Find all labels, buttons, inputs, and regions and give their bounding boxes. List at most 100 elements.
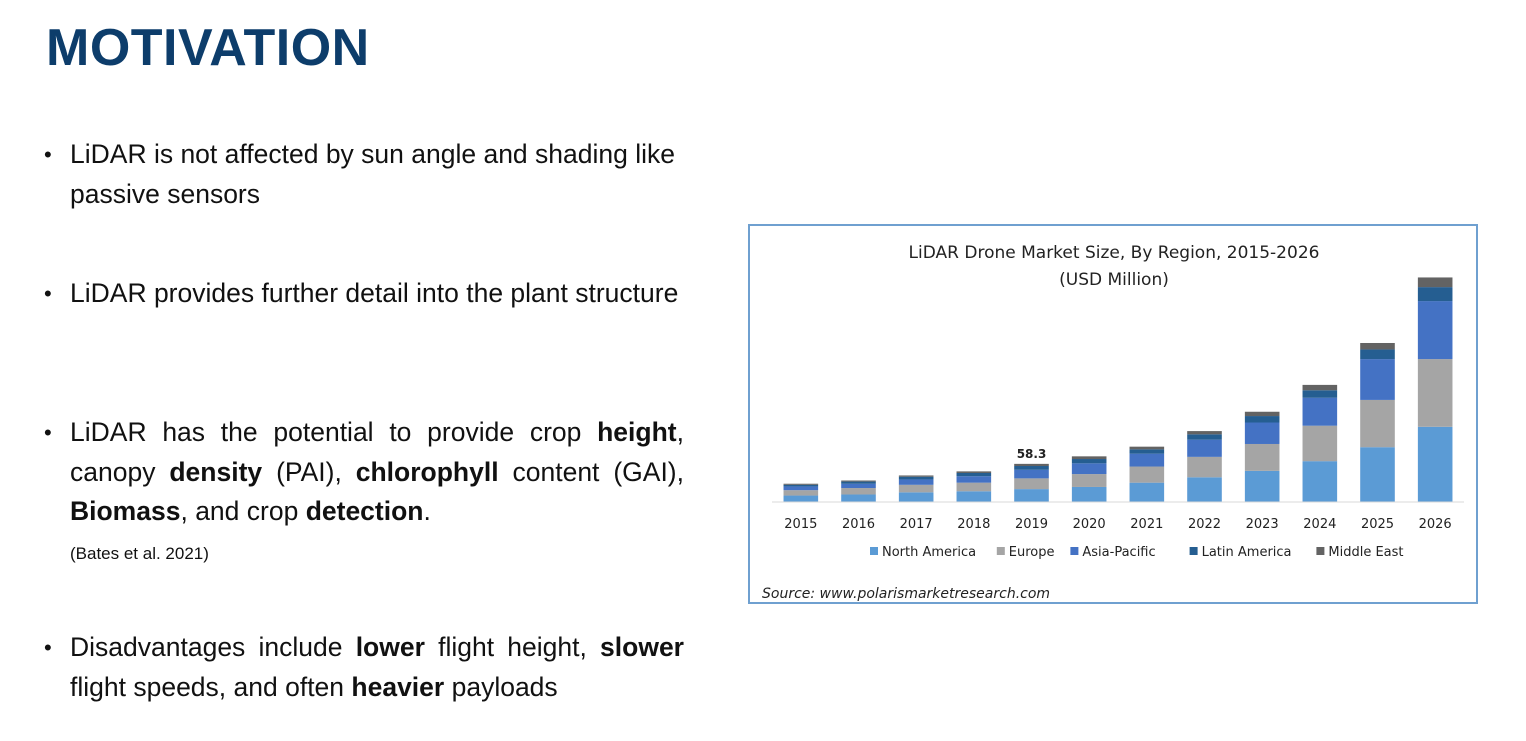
text-run: Disadvantages include: [70, 632, 356, 662]
legend: North America Europe Asia-Pacific Latin Ame…: [870, 545, 1404, 560]
bar-segment: [1360, 342, 1395, 350]
bar-segment: [841, 494, 876, 502]
bar-segment: [1417, 277, 1453, 288]
legend-swatch: [1316, 547, 1325, 555]
text-run: , and crop: [180, 496, 306, 526]
bar-segment: [1302, 384, 1338, 391]
bold-term: slower: [600, 632, 684, 662]
bar-segment: [783, 484, 819, 487]
bar-segment: [1417, 426, 1453, 502]
bold-term: lower: [355, 632, 425, 662]
text-run: payloads: [444, 671, 558, 702]
x-ticks-group: 2015 2016 2017 2018 2019 2020 2021 2022 2023 2024…: [784, 517, 1451, 532]
bar-segment: [1244, 416, 1280, 423]
bar-segment: [898, 479, 934, 485]
bar-segment: [1014, 489, 1049, 502]
legend-label: Latin America: [1202, 545, 1292, 560]
chart-frame: LiDAR Drone Market Size, By Region, 2015…: [748, 224, 1478, 604]
slide-title: MOTIVATION: [46, 19, 370, 77]
bar-segment: [1014, 463, 1049, 467]
legend-label: Asia-Pacific: [1082, 545, 1155, 560]
x-tick-label: 2025: [1361, 517, 1394, 532]
legend-swatch: [870, 547, 878, 555]
text-run: flight speeds, and often: [70, 671, 352, 702]
bar-segment: [1417, 301, 1453, 360]
bullet-4: • Disadvantages include lower flight hei…: [44, 628, 684, 707]
bullet-text: LiDAR has the potential to provide crop …: [70, 413, 684, 532]
bar-segment: [783, 495, 819, 502]
bar-segment: [1244, 470, 1280, 502]
bullet-3: • LiDAR has the potential to provide cro…: [44, 413, 684, 532]
x-tick-label: 2024: [1303, 517, 1336, 532]
x-tick-label: 2023: [1246, 517, 1279, 532]
x-tick-label: 2015: [784, 517, 817, 532]
bullet-1: • LiDAR is not affected by sun angle and…: [44, 135, 684, 214]
bar-segment: [1014, 466, 1049, 470]
x-tick-label: 2021: [1130, 517, 1163, 532]
bar-segment: [956, 472, 992, 477]
bar-segment: [1129, 449, 1165, 454]
bullet-text: LiDAR provides further detail into the p…: [70, 274, 684, 314]
bullet-dot: •: [44, 142, 52, 167]
bar-segment: [898, 484, 934, 493]
bar-segment: [1417, 359, 1453, 427]
bar-segment: [898, 476, 934, 480]
bullet-text: LiDAR is not affected by sun angle and s…: [70, 135, 684, 214]
bold-term: heavier: [351, 671, 445, 702]
bar-segment: [1014, 469, 1049, 479]
bar-segment: [1187, 456, 1222, 478]
bar-segment: [898, 492, 934, 502]
bold-term: density: [169, 456, 263, 487]
x-tick-label: 2018: [957, 517, 990, 532]
bar-segment: [783, 486, 819, 491]
bars-group: 58.3: [783, 277, 1453, 502]
bar-segment: [841, 481, 876, 484]
bar-segment: [1244, 443, 1280, 471]
chart-subtitle: (USD Million): [1059, 270, 1169, 290]
bar-segment: [898, 475, 934, 477]
bar-segment: [1244, 422, 1280, 444]
bar-segment: [1071, 463, 1107, 475]
bar-segment: [841, 488, 876, 495]
bar-segment: [1187, 434, 1222, 440]
bar-segment: [1071, 486, 1107, 502]
text-run: .: [423, 496, 431, 526]
bar-segment: [1302, 397, 1338, 426]
citation: (Bates et al. 2021): [70, 544, 209, 563]
bar-segment: [1360, 349, 1395, 360]
bar-segment: [783, 490, 819, 496]
bar-segment: [1129, 482, 1165, 502]
bold-term: height: [597, 417, 677, 447]
x-tick-label: 2016: [842, 517, 875, 532]
bar-segment: [1417, 287, 1453, 302]
legend-swatch: [1189, 547, 1198, 555]
bar-segment: [1360, 447, 1395, 502]
text-run: content (GAI),: [498, 456, 684, 487]
bar-segment: [1071, 456, 1107, 460]
bar-segment: [956, 471, 992, 473]
legend-label: Europe: [1009, 545, 1055, 560]
legend-swatch: [1070, 547, 1079, 555]
bold-term: detection: [305, 496, 424, 526]
legend-label: Middle East: [1328, 545, 1403, 560]
bullet-2: • LiDAR provides further detail into the…: [44, 274, 684, 314]
data-label: 58.3: [1017, 447, 1047, 461]
market-size-chart: LiDAR Drone Market Size, By Region, 2015…: [762, 243, 1464, 602]
bar-segment: [1244, 411, 1280, 417]
bar-segment: [1302, 390, 1338, 398]
bar-segment: [783, 483, 819, 485]
legend-label: North America: [882, 545, 976, 560]
bar-segment: [1071, 459, 1107, 464]
x-tick-label: 2017: [900, 517, 933, 532]
text-run: LiDAR provides further detail into the p…: [70, 278, 679, 308]
bar-segment: [1187, 439, 1222, 457]
text-run: LiDAR has the potential to provide crop: [70, 417, 598, 447]
bar-segment: [1071, 474, 1107, 487]
text-run: , canopy: [70, 417, 684, 487]
bar-segment: [956, 482, 992, 492]
x-tick-label: 2026: [1419, 517, 1452, 532]
bar-segment: [956, 476, 992, 483]
bold-term: Biomass: [70, 496, 181, 526]
bar-segment: [841, 480, 876, 482]
text-run: LiDAR is not affected by sun angle and s…: [70, 139, 675, 209]
